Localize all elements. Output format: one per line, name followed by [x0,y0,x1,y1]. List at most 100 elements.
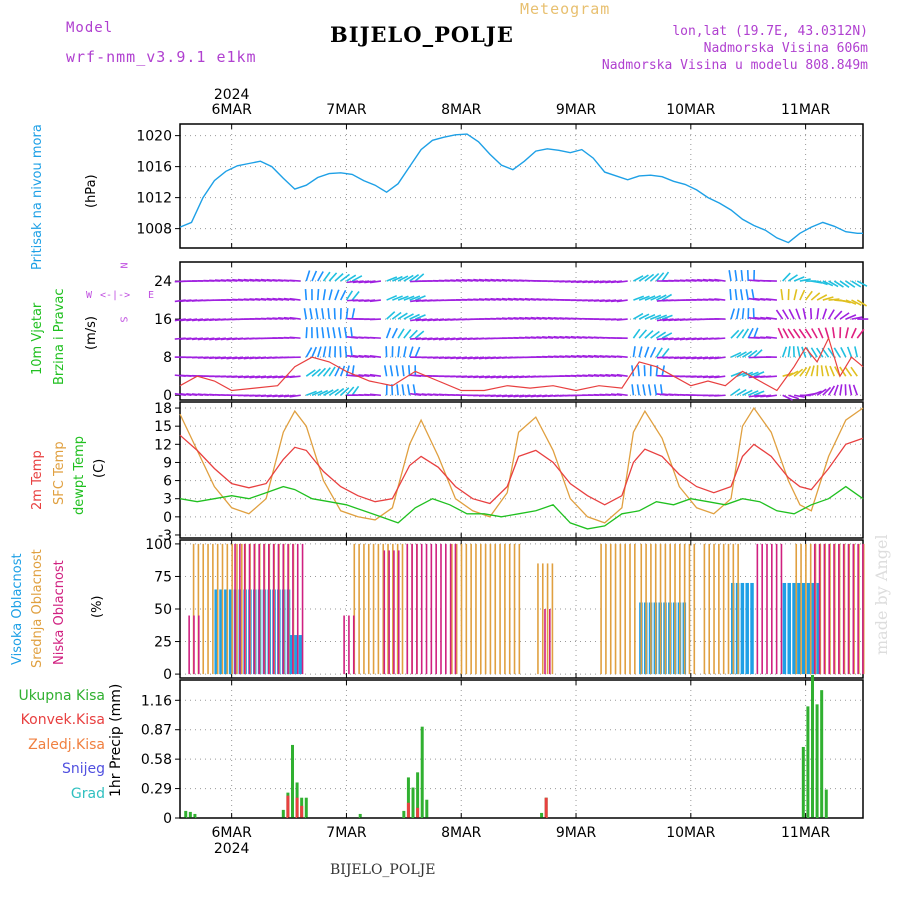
wind-arrow [401,384,405,396]
high-cloud-bar [219,589,223,675]
wind-arrow [473,278,485,282]
wind-arrow [655,272,665,282]
total-precip-bar [188,811,192,818]
wind-arrow [801,346,807,358]
high-cloud-bar [782,582,787,675]
mid-cloud-bar [541,563,544,675]
mid-cloud-bar [489,543,492,675]
mid-cloud-bar [353,543,356,675]
wind-arrow [736,329,745,339]
wind-arrow [845,299,857,305]
y-tick-label: 9 [163,455,172,471]
wind-arrow [829,365,836,377]
wind-arrow [631,384,635,396]
wind-arrow [777,327,784,339]
top-year-label: 2024 [214,87,250,103]
wind-arrow [792,328,801,339]
mid-cloud-bar [600,543,602,675]
mid-cloud-bar [396,543,399,675]
wind-arrow [799,278,811,282]
wind-arrow [326,327,331,339]
mid-cloud-bar [363,543,365,675]
wind-arrow [845,327,850,339]
y-tick-label: -3 [158,528,172,544]
wind-arrow [839,280,850,288]
wind-arrow [638,329,648,339]
y-tick-label: 1016 [136,160,172,176]
low-cloud-bar [388,550,390,675]
high-cloud-bar [792,582,796,675]
wind-arrow [415,314,426,320]
wind-arrow [351,385,360,396]
mid-cloud-bar [722,543,725,675]
top-day-label: 10MAR [666,102,715,118]
station-title: BIJELO_POLJE [330,22,514,47]
wind-arrow [734,289,738,301]
mid-cloud-bar [546,563,549,675]
high-cloud-bar [787,582,791,675]
wind-arrow [656,314,667,320]
wind-arrow [389,365,394,377]
wind-arrow [799,367,808,377]
wind-arrow [736,351,747,358]
mid-cloud-bar [650,543,652,675]
low-cloud-bar [440,543,442,675]
y-tick-label: 18 [154,401,172,417]
wind-arrow [369,299,381,303]
wind-arrow [839,312,850,320]
y-tick-label: 1008 [136,222,172,238]
wind-arrow [226,356,238,360]
wind-arrow [747,390,759,396]
wind-arrow [351,275,363,282]
wind-arrow [403,329,412,339]
wind-arrow [403,274,414,282]
wind-arrow [839,299,851,304]
wind-arrow [730,371,742,377]
wind-arrow [328,366,336,377]
high-cloud-bar [228,589,233,675]
wind-arrow [386,294,398,301]
wind-arrow [793,289,798,301]
wind-arrow [788,370,799,377]
low-cloud-bar [771,543,773,675]
wind-arrow [816,347,824,358]
wind-arrow [321,308,325,320]
wind-arrow [334,273,344,282]
mid-cloud-bar [202,543,205,675]
wind-arrow [328,388,339,396]
wind-arrow [765,336,777,339]
wind-arrow [255,375,267,379]
low-cloud-bar [818,543,821,675]
mid-cloud-bar [494,543,497,675]
wind-arrow [804,328,813,339]
mid-cloud-bar [800,543,802,675]
mid-cloud-bar [231,543,233,675]
y-tick-label: 24 [154,274,172,290]
wind-arrow [340,273,350,282]
dewpt-line [179,485,864,530]
wind-arrow [728,270,732,282]
wind-arrow [736,388,747,396]
mid-cloud-bar [659,543,662,675]
low-cloud-bar [411,543,413,675]
total-precip-bar [420,726,424,818]
wind-arrow [793,368,804,377]
pressure-line [179,133,863,244]
wind-arrow [730,388,741,396]
convective-precip-bar [406,802,410,818]
low-cloud-bar [296,543,299,675]
wind-arrow [856,328,865,339]
wind-arrow [642,384,646,396]
convective-precip-bar [416,807,420,818]
wind-arrow [845,314,857,320]
lonlat-label: lon,lat (19.7E, 43.0312N) [672,24,868,39]
wind-arrow [327,308,331,320]
temp2m-line [179,434,864,506]
wind-arrow [734,270,738,282]
wind-arrow [816,308,820,320]
wind-arrow [839,384,843,396]
wind-arrow [804,290,813,301]
low-cloud-bar [393,550,395,675]
y-tick-label: 6 [163,474,172,490]
mid-cloud-bar [737,543,739,675]
